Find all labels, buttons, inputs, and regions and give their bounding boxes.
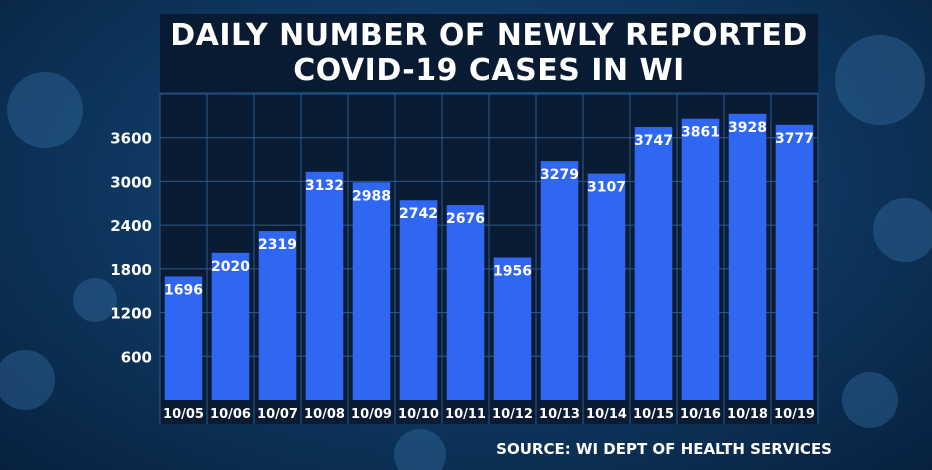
bar (587, 173, 626, 400)
data-label: 3279 (540, 167, 579, 183)
x-tick-label: 10/08 (304, 407, 345, 422)
data-label: 2676 (446, 211, 485, 227)
x-tick-label: 10/13 (539, 407, 580, 422)
x-tick-label: 10/18 (727, 407, 768, 422)
bar (352, 182, 391, 400)
bar (305, 171, 344, 400)
x-tick-label: 10/10 (398, 407, 439, 422)
x-tick-label: 10/16 (680, 407, 721, 422)
x-tick-label: 10/12 (492, 407, 533, 422)
x-tick-label: 10/15 (633, 407, 674, 422)
data-label: 3747 (634, 133, 673, 149)
x-axis-ticks: 10/05 10/06 10/07 10/08 10/09 10/10 10/11 10/12… (163, 407, 815, 422)
data-label: 2988 (352, 188, 391, 204)
data-label: 2319 (258, 237, 297, 253)
data-labels: 1696 2020 2319 3132 2988 2742 2676 1956 3279 3107… (164, 120, 814, 299)
x-tick-label: 10/11 (445, 407, 486, 422)
data-label: 3132 (305, 178, 344, 194)
chart-title: DAILY NUMBER OF NEWLY REPORTED COVID-19 … (160, 14, 818, 92)
bars (164, 113, 814, 401)
data-label: 1696 (164, 282, 203, 298)
y-tick-label: 600 (121, 348, 152, 366)
source-note: SOURCE: WI DEPT OF HEALTH SERVICES (496, 440, 832, 458)
title-line-2: COVID-19 CASES IN WI (293, 53, 685, 88)
y-axis-ticks: 600 1200 1800 2400 3000 3600 (110, 130, 152, 367)
bar (164, 276, 203, 400)
data-label: 3777 (775, 131, 814, 147)
data-label: 3107 (587, 180, 626, 196)
bar (258, 231, 297, 400)
data-label: 3861 (681, 125, 720, 141)
x-tick-label: 10/06 (210, 407, 251, 422)
bar (446, 205, 485, 400)
y-tick-label: 1200 (110, 305, 152, 323)
y-tick-label: 3600 (110, 130, 152, 148)
bar (728, 113, 767, 401)
x-tick-label: 10/07 (257, 407, 298, 422)
x-tick-label: 10/14 (586, 407, 627, 422)
data-label: 1956 (493, 263, 532, 279)
y-tick-label: 2400 (110, 217, 152, 235)
bar (211, 252, 250, 400)
bar (540, 161, 579, 400)
data-label: 3928 (728, 120, 767, 136)
bar (493, 257, 532, 400)
bar (399, 200, 438, 400)
bar (681, 118, 720, 400)
x-tick-label: 10/19 (774, 407, 815, 422)
y-tick-label: 3000 (110, 173, 152, 191)
data-label: 2020 (211, 259, 250, 275)
x-tick-label: 10/05 (163, 407, 204, 422)
bar (775, 124, 814, 400)
y-tick-label: 1800 (110, 261, 152, 279)
x-tick-label: 10/09 (351, 407, 392, 422)
title-line-1: DAILY NUMBER OF NEWLY REPORTED (170, 18, 808, 53)
bar (634, 127, 673, 401)
data-label: 2742 (399, 206, 438, 222)
